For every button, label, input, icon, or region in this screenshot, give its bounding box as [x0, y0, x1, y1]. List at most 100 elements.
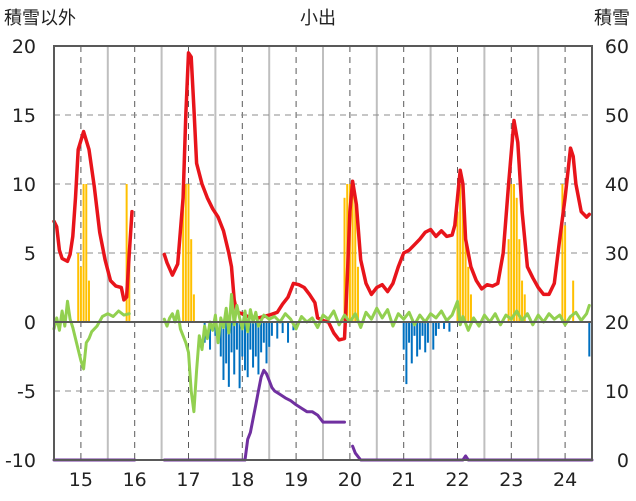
x-tick: 22	[445, 469, 469, 491]
x-tick: 21	[392, 469, 416, 491]
bar	[432, 322, 435, 350]
y-tick-left: 20	[12, 36, 36, 58]
bar	[260, 322, 263, 353]
bar	[222, 322, 225, 380]
y-tick-right: 0	[617, 450, 629, 472]
bar	[518, 239, 521, 322]
bar	[405, 322, 408, 385]
bar	[276, 322, 279, 339]
bar	[507, 239, 510, 322]
bar	[235, 322, 238, 350]
bar	[230, 322, 233, 353]
bar	[426, 322, 429, 343]
bar	[343, 197, 346, 322]
bar	[434, 322, 437, 336]
y-tick-left: 5	[24, 243, 36, 265]
x-axis-ticks: 15 16 17 18 19 20 21 22 23 24	[69, 469, 577, 491]
chart-title: 小出	[300, 8, 336, 29]
x-tick: 15	[69, 469, 93, 491]
bar-series	[77, 184, 591, 389]
bar	[209, 322, 212, 350]
bar	[257, 322, 260, 375]
bar	[87, 280, 90, 322]
bar	[354, 197, 357, 322]
bar	[464, 239, 467, 322]
y-tick-left: -5	[17, 381, 36, 403]
bar	[192, 294, 195, 322]
line-series	[52, 51, 594, 462]
series-line	[52, 292, 591, 414]
bar	[79, 266, 82, 322]
x-tick: 20	[338, 469, 362, 491]
bar	[413, 322, 416, 336]
bar	[227, 322, 230, 387]
bar	[588, 322, 591, 357]
bar	[564, 225, 567, 322]
y-tick-right: 20	[605, 312, 629, 334]
plot-frame	[53, 45, 593, 461]
grid	[53, 46, 592, 460]
y-tick-right: 60	[605, 36, 629, 58]
bar	[424, 322, 427, 353]
bar	[523, 294, 526, 322]
bar	[233, 322, 236, 375]
x-tick: 19	[284, 469, 308, 491]
x-tick: 24	[553, 469, 577, 491]
x-tick: 18	[230, 469, 254, 491]
bar	[443, 322, 446, 329]
bar	[219, 322, 222, 357]
y-axis-left-label: 積雪以外	[4, 8, 76, 29]
bar	[512, 184, 515, 322]
bar	[243, 322, 246, 371]
bar	[287, 322, 290, 343]
bar	[416, 322, 419, 357]
bar	[356, 266, 359, 322]
bar	[572, 280, 575, 322]
y-tick-right: 50	[605, 105, 629, 127]
bar	[448, 322, 451, 332]
bar	[225, 322, 228, 364]
bar	[351, 184, 354, 322]
bar	[461, 184, 464, 322]
bar	[469, 294, 472, 322]
y-tick-right: 10	[605, 381, 629, 403]
bar	[82, 184, 85, 322]
bar	[128, 253, 131, 322]
bar	[268, 322, 271, 347]
bar	[270, 322, 273, 336]
bar	[418, 322, 421, 350]
bar	[281, 322, 284, 334]
bar	[182, 184, 185, 322]
bar	[515, 197, 518, 322]
bar	[238, 322, 241, 389]
bar	[521, 280, 524, 322]
y-tick-right: 30	[605, 243, 629, 265]
y-tick-left: 15	[12, 105, 36, 127]
bar	[184, 184, 187, 322]
bar	[249, 322, 252, 350]
bar	[456, 211, 459, 322]
y-tick-left: 0	[24, 312, 36, 334]
bar	[510, 184, 513, 322]
y-tick-left: -10	[5, 450, 36, 472]
bar	[265, 322, 268, 364]
series-line	[52, 51, 592, 342]
y-axis-left-ticks: 20 15 10 5 0 -5 -10	[5, 36, 36, 472]
y-tick-left: 10	[12, 174, 36, 196]
bar	[561, 184, 564, 322]
bar	[125, 184, 128, 322]
bar	[262, 322, 265, 343]
y-axis-right-ticks: 60 50 40 30 20 10 0	[605, 36, 629, 472]
bar	[254, 322, 257, 357]
bar	[252, 322, 255, 368]
bar	[421, 322, 424, 336]
bar	[410, 322, 413, 364]
y-tick-right: 40	[605, 174, 629, 196]
bar	[246, 322, 249, 378]
bar	[437, 322, 440, 329]
x-tick: 16	[123, 469, 147, 491]
y-axis-right-label: 積雪	[594, 8, 630, 29]
x-tick: 17	[176, 469, 200, 491]
bar	[402, 322, 405, 350]
